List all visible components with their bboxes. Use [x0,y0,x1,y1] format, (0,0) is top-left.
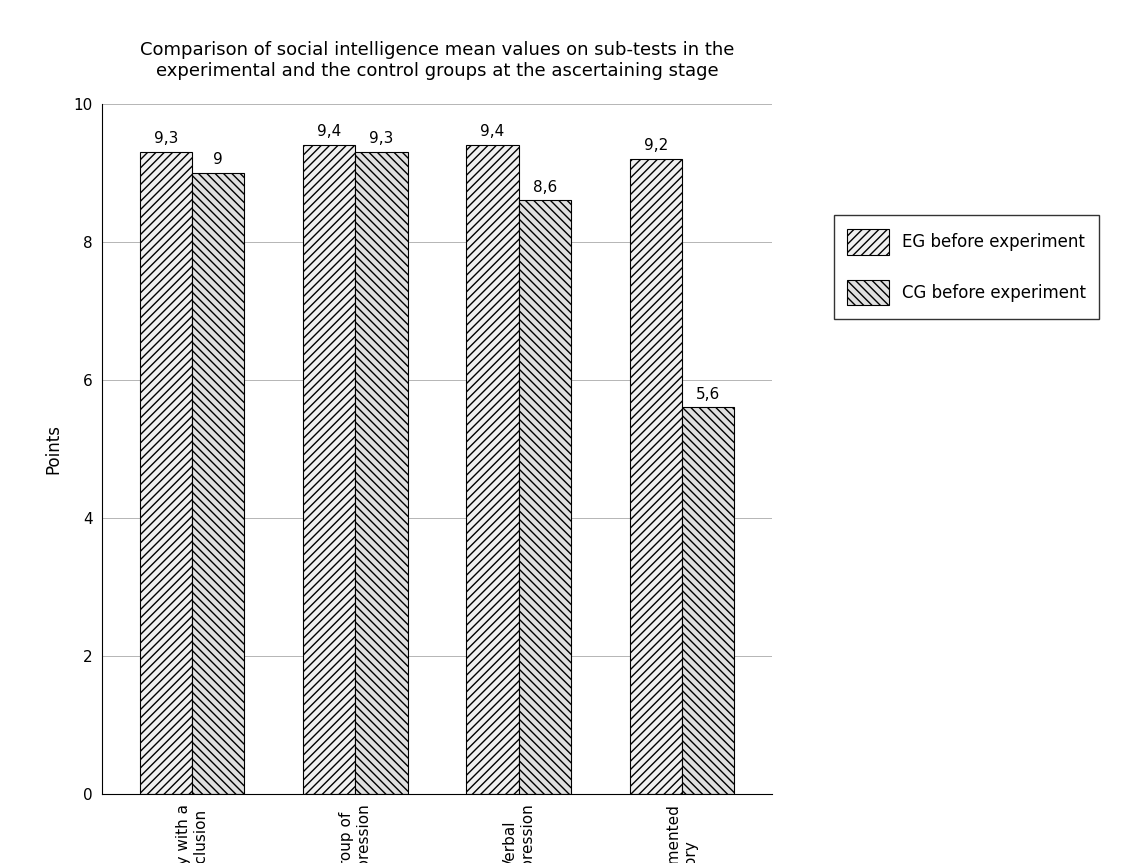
Bar [519,200,571,794]
Legend: EG before experiment, CG before experiment: EG before experiment, CG before experime… [834,216,1100,318]
Y-axis label: Points: Points [44,424,62,474]
Text: 9,4: 9,4 [480,124,505,140]
Bar [682,407,734,794]
Text: 9,4: 9,4 [317,124,342,140]
Text: 9,3: 9,3 [369,131,394,147]
Bar [466,145,519,794]
Bar [303,145,355,794]
Bar [630,159,682,794]
Text: 9,3: 9,3 [153,131,178,147]
Bar [355,152,407,794]
Bar [192,173,244,794]
Bar [140,152,192,794]
Title: Comparison of social intelligence mean values on sub-tests in the
experimental a: Comparison of social intelligence mean v… [140,41,734,79]
Text: 9: 9 [213,152,222,167]
Text: 9,2: 9,2 [644,138,669,154]
Text: 8,6: 8,6 [532,180,557,195]
Text: 5,6: 5,6 [696,387,721,402]
